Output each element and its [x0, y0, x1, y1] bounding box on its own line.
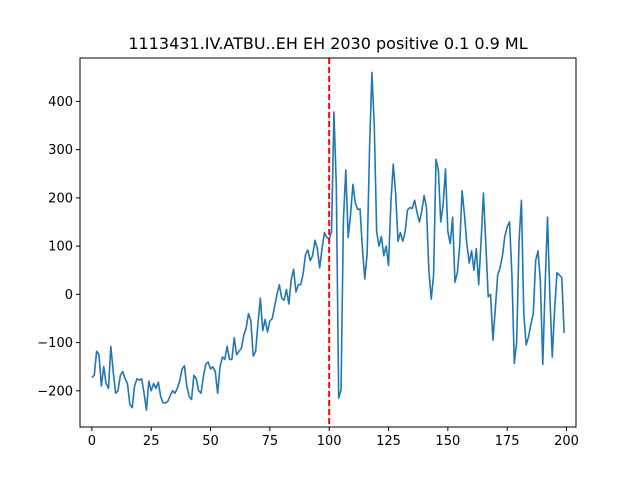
x-tick-label: 125	[376, 434, 401, 449]
x-tick-label: 150	[435, 434, 460, 449]
y-tick-label: −100	[37, 336, 73, 351]
x-tick-label: 175	[495, 434, 520, 449]
x-tick-label: 25	[143, 434, 160, 449]
chart-title: 1113431.IV.ATBU..EH EH 2030 positive 0.1…	[128, 34, 527, 53]
y-tick-label: −200	[37, 384, 73, 399]
x-tick-label: 50	[202, 434, 219, 449]
y-axis-ticks: −200 −100 0 100 200 300 400	[37, 95, 80, 399]
y-tick-label: 400	[48, 95, 73, 110]
x-tick-label: 0	[88, 434, 96, 449]
x-tick-label: 100	[317, 434, 342, 449]
y-tick-label: 100	[48, 240, 73, 255]
series-line	[91, 71, 565, 411]
plot-area-frame	[79, 57, 577, 428]
x-axis-ticks: 0 25 50 75 100 125 150 175 200	[88, 427, 579, 449]
y-tick-label: 0	[65, 288, 73, 303]
plot-content	[91, 58, 565, 427]
x-tick-label: 75	[262, 434, 279, 449]
y-tick-label: 300	[48, 143, 73, 158]
x-tick-label: 200	[554, 434, 579, 449]
y-tick-label: 200	[48, 191, 73, 206]
